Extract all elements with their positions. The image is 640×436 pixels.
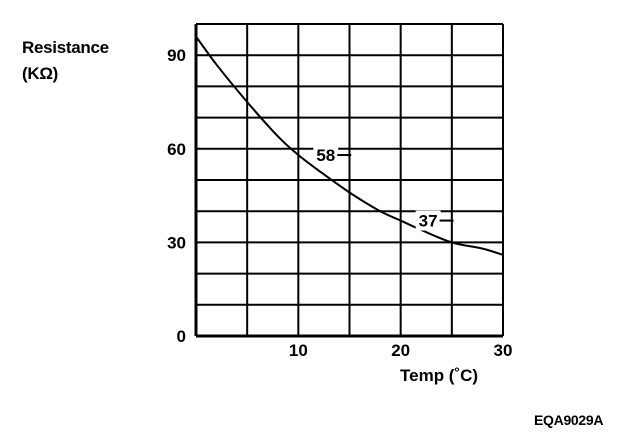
y-tick-label: 90	[167, 46, 186, 65]
x-axis-label: Temp (˚C)	[400, 366, 479, 385]
grid	[194, 23, 504, 338]
annotations-layer: 58 37	[313, 145, 454, 231]
figure-id: EQA9029A	[534, 412, 604, 428]
annotation-label: 58	[316, 146, 335, 165]
annotation-label: 37	[419, 212, 438, 231]
y-tick-label: 60	[167, 140, 186, 159]
x-tick-label: 30	[494, 341, 513, 360]
annotation-bg	[313, 145, 339, 166]
y-axis-label-line-1: Resistance	[22, 38, 109, 57]
annotation-bg	[415, 210, 441, 231]
series-line	[195, 35, 504, 256]
y-axis-label-line-2: (KΩ)	[22, 64, 59, 83]
y-tick-label: 0	[177, 327, 186, 346]
x-tick-label: 10	[289, 341, 308, 360]
x-tick-label: 20	[391, 341, 410, 360]
series-layer	[195, 35, 504, 256]
y-tick-label: 30	[167, 233, 186, 252]
tick-labels: 0 30 60 90 10 20 30	[167, 46, 512, 360]
